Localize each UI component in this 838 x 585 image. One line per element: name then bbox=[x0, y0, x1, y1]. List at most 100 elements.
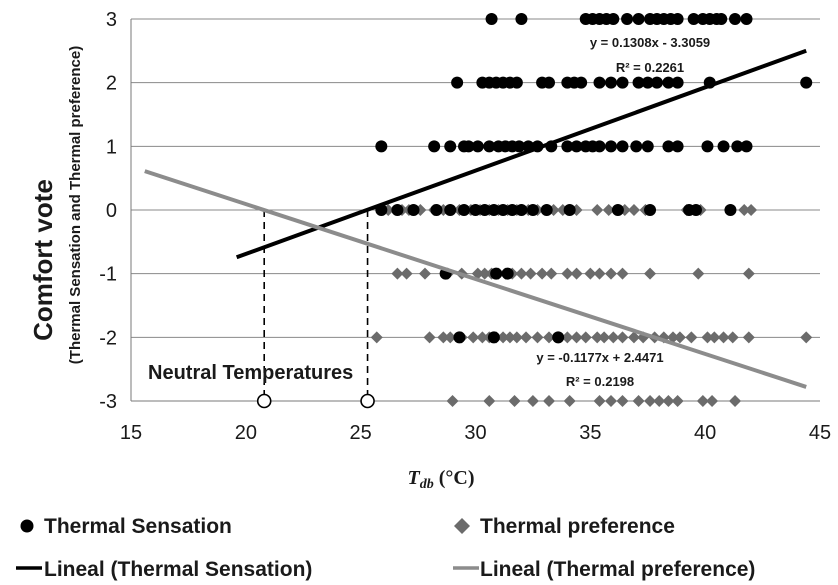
thermal-sensation-point bbox=[561, 140, 574, 153]
thermal-preference-point bbox=[584, 267, 597, 280]
thermal-preference-point bbox=[423, 331, 436, 344]
thermal-sensation-point bbox=[607, 13, 620, 25]
thermal-sensation-point bbox=[469, 204, 482, 216]
y-tick-labels: -3 -2 -1 0 1 2 3 bbox=[99, 9, 117, 413]
thermal-preference-point bbox=[542, 395, 555, 407]
thermal-preference-point bbox=[593, 267, 606, 280]
neutral-temperatures-label: Neutral Temperatures bbox=[148, 362, 353, 384]
thermal-preference-point bbox=[673, 331, 686, 344]
neutral-temperature-markers bbox=[256, 393, 375, 409]
thermal-sensation-point bbox=[671, 13, 684, 25]
legend-thermal-preference: Thermal preference bbox=[480, 515, 675, 538]
thermal-sensation-point bbox=[453, 331, 466, 344]
thermal-sensation-point bbox=[485, 13, 498, 25]
thermal-preference-point bbox=[561, 267, 574, 280]
thermal-preference-point bbox=[800, 331, 813, 344]
thermal-preference-point bbox=[591, 331, 604, 344]
thermal-preference-point bbox=[701, 331, 714, 344]
thermal-sensation-point bbox=[462, 140, 475, 153]
thermal-sensation-point bbox=[483, 140, 496, 153]
thermal-preference-point bbox=[515, 267, 528, 280]
thermal-sensation-point bbox=[526, 204, 539, 216]
y-axis-label: Comfort vote bbox=[28, 179, 58, 341]
x-tick-label: 35 bbox=[579, 422, 601, 444]
y-tick-label: 2 bbox=[106, 73, 117, 95]
sensation-equation: y = 0.1308x - 3.3059 bbox=[590, 35, 710, 50]
thermal-preference-point bbox=[520, 331, 533, 344]
neutral-temperature-marker bbox=[256, 393, 272, 409]
thermal-sensation-point bbox=[375, 140, 388, 153]
thermal-sensation-point bbox=[621, 13, 634, 25]
thermal-preference-point bbox=[667, 331, 680, 344]
thermal-preference-point bbox=[418, 267, 431, 280]
thermal-preference-point bbox=[570, 267, 583, 280]
thermal-preference-point bbox=[726, 331, 739, 344]
thermal-preference-point bbox=[598, 331, 611, 344]
thermal-preference-point bbox=[467, 331, 480, 344]
thermal-sensation-point bbox=[687, 13, 700, 25]
thermal-preference-point bbox=[605, 395, 618, 407]
thermal-preference-point bbox=[561, 331, 574, 344]
x-tick-label: 20 bbox=[235, 422, 257, 444]
thermal-sensation-point bbox=[451, 76, 464, 89]
thermal-preference-point bbox=[542, 331, 555, 344]
thermal-preference-point bbox=[593, 395, 606, 407]
thermal-preference-point bbox=[478, 267, 491, 280]
y-tick-label: 3 bbox=[106, 9, 117, 31]
thermal-sensation-point bbox=[593, 140, 606, 153]
thermal-preference-point bbox=[579, 331, 592, 344]
thermal-sensation-point bbox=[671, 140, 684, 153]
preference-r2: R² = 0.2198 bbox=[566, 374, 634, 389]
thermal-sensation-point bbox=[644, 204, 657, 216]
thermal-preference-point bbox=[563, 395, 576, 407]
thermal-sensation-point bbox=[630, 140, 643, 153]
y-tick-label: -2 bbox=[99, 327, 117, 349]
thermal-preference-point bbox=[616, 331, 629, 344]
thermal-preference-point bbox=[591, 204, 604, 216]
x-axis-label-unit: (°C) bbox=[434, 467, 475, 489]
thermal-sensation-point bbox=[715, 13, 728, 25]
legend-circle-marker bbox=[20, 519, 34, 533]
preference-equation: y = -0.1177x + 2.4471 bbox=[536, 350, 663, 365]
thermal-preference-point bbox=[696, 395, 709, 407]
thermal-sensation-point bbox=[510, 76, 523, 89]
thermal-preference-point bbox=[437, 331, 450, 344]
thermal-sensation-point bbox=[689, 204, 702, 216]
thermal-preference-point bbox=[627, 331, 640, 344]
thermal-sensation-point bbox=[724, 204, 737, 216]
thermal-sensation-point bbox=[611, 204, 624, 216]
thermal-sensation-point bbox=[650, 76, 663, 89]
thermal-preference-point bbox=[685, 331, 698, 344]
thermal-sensation-point bbox=[563, 204, 576, 216]
thermal-preference-point bbox=[632, 395, 645, 407]
thermal-preference-point bbox=[717, 331, 730, 344]
thermal-preference-point bbox=[483, 395, 496, 407]
thermal-preference-point bbox=[471, 267, 484, 280]
thermal-sensation-point bbox=[444, 140, 457, 153]
x-tick-label: 40 bbox=[694, 422, 716, 444]
x-tick-label: 25 bbox=[350, 422, 372, 444]
thermal-preference-point bbox=[536, 267, 549, 280]
thermal-preference-point bbox=[662, 395, 675, 407]
thermal-sensation-point bbox=[662, 140, 675, 153]
thermal-sensation-point bbox=[501, 267, 514, 280]
thermal-sensation-point bbox=[701, 140, 714, 153]
thermal-preference-point bbox=[729, 395, 742, 407]
thermal-sensation-point bbox=[641, 76, 654, 89]
thermal-preference-point bbox=[391, 267, 404, 280]
thermal-sensation-point bbox=[444, 204, 457, 216]
thermal-sensation-point bbox=[632, 13, 645, 25]
neutral-temperature-marker bbox=[360, 393, 375, 409]
thermal-preference-point bbox=[692, 267, 705, 280]
legend-lineal-preference: Lineal (Thermal preference) bbox=[480, 558, 755, 581]
thermal-preference-point bbox=[476, 331, 489, 344]
thermal-preference-point bbox=[524, 267, 537, 280]
thermal-sensation-point bbox=[593, 76, 606, 89]
y-tick-label: -1 bbox=[99, 264, 117, 286]
thermal-sensation-point bbox=[717, 140, 730, 153]
thermal-preference-point bbox=[531, 331, 544, 344]
thermal-sensation-point bbox=[428, 140, 441, 153]
thermal-sensation-point bbox=[515, 13, 528, 25]
thermal-sensation-point bbox=[487, 204, 500, 216]
